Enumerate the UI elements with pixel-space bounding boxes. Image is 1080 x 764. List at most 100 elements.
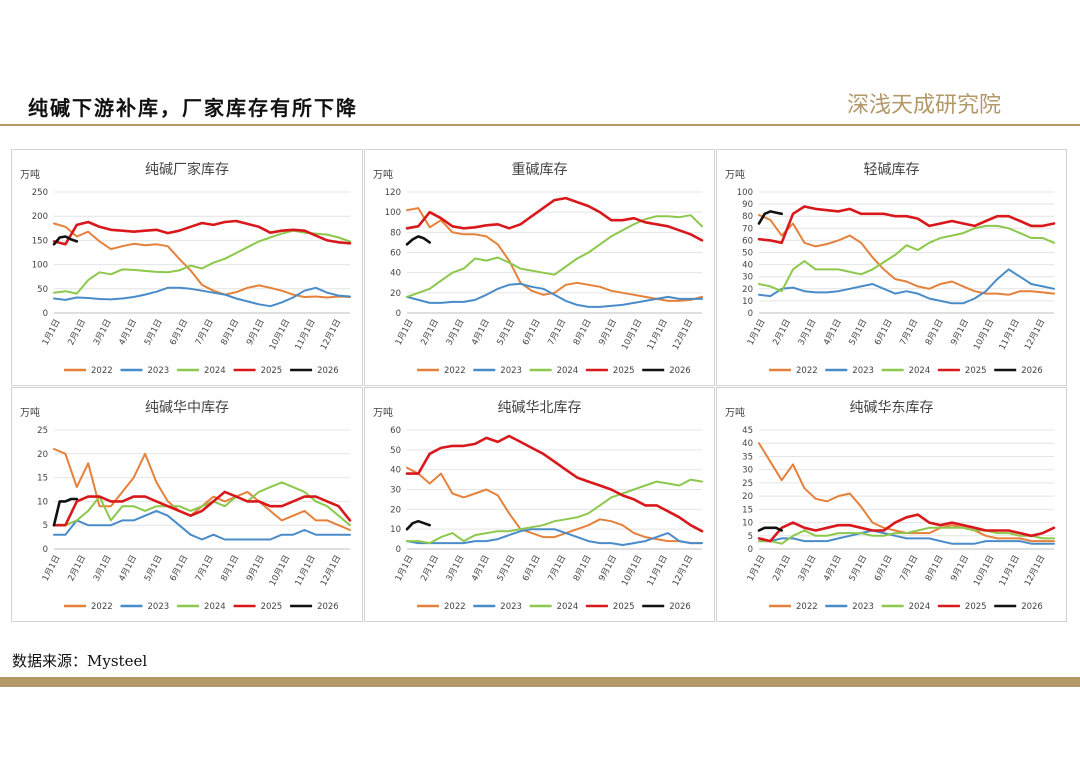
chart-title: 纯碱华东库存 xyxy=(850,400,934,416)
y-axis-unit-label: 万吨 xyxy=(20,168,40,181)
x-tick-label: 1月1日 xyxy=(746,318,768,347)
legend-label-2026: 2026 xyxy=(669,366,691,376)
x-tick-label: 2月1日 xyxy=(66,318,88,347)
series-line-2026 xyxy=(52,235,79,246)
x-tick-label: 6月1日 xyxy=(873,554,895,583)
legend-label-2026: 2026 xyxy=(669,602,691,612)
legend-label-2025: 2025 xyxy=(613,602,635,612)
y-tick-label: 40 xyxy=(742,439,753,449)
y-tick-label: 25 xyxy=(742,479,753,489)
legend-label-2026: 2026 xyxy=(317,602,339,612)
y-tick-label: 60 xyxy=(390,249,401,259)
x-tick-label: 3月1日 xyxy=(445,318,467,347)
x-tick-label: 5月1日 xyxy=(847,318,869,347)
legend-label-2024: 2024 xyxy=(909,602,931,612)
y-tick-label: 40 xyxy=(742,261,753,271)
y-tick-label: 0 xyxy=(748,309,753,319)
x-tick-label: 9月1日 xyxy=(949,554,971,583)
x-tick-label: 5月1日 xyxy=(495,554,517,583)
x-tick-label: 1月1日 xyxy=(394,554,416,583)
legend-label-2023: 2023 xyxy=(852,602,874,612)
series-line-2024 xyxy=(406,214,703,298)
y-tick-label: 20 xyxy=(742,285,753,295)
x-tick-label: 8月1日 xyxy=(572,554,594,583)
series-line-2025 xyxy=(405,196,704,242)
x-tick-label: 10月1日 xyxy=(620,318,644,352)
legend-label-2026: 2026 xyxy=(317,366,339,376)
series-line-2022 xyxy=(406,207,703,302)
x-tick-label: 7月1日 xyxy=(898,318,920,347)
x-tick-label: 7月1日 xyxy=(546,318,568,347)
series-line-2024 xyxy=(406,478,703,545)
x-tick-label: 1月1日 xyxy=(746,554,768,583)
y-tick-label: 20 xyxy=(390,289,401,299)
y-tick-label: 5 xyxy=(43,521,48,531)
legend-label-2024: 2024 xyxy=(557,602,579,612)
y-tick-label: 40 xyxy=(390,269,401,279)
chart-title: 重碱库存 xyxy=(512,162,568,178)
y-tick-label: 120 xyxy=(385,188,401,198)
chart-title: 纯碱华中库存 xyxy=(145,400,229,416)
x-tick-label: 4月1日 xyxy=(117,554,139,583)
series-line-2022 xyxy=(53,222,351,299)
x-tick-label: 11月1日 xyxy=(646,554,670,588)
y-tick-label: 10 xyxy=(390,525,401,535)
legend-label-2024: 2024 xyxy=(909,366,931,376)
y-tick-label: 0 xyxy=(43,309,48,319)
series-line-2023 xyxy=(758,529,1055,545)
x-tick-label: 2月1日 xyxy=(771,318,793,347)
y-tick-label: 80 xyxy=(390,228,401,238)
x-tick-label: 3月1日 xyxy=(445,554,467,583)
series-line-2023 xyxy=(406,528,703,546)
legend-label-2023: 2023 xyxy=(500,366,522,376)
series-line-2024 xyxy=(53,229,351,295)
x-tick-label: 7月1日 xyxy=(194,318,216,347)
chart-panel-6: 纯碱华东库存 万吨 0 5 10 15 20 25 30 35 40 45 1月1日 2月1日 3月1日 4月… xyxy=(716,387,1067,622)
x-tick-label: 9月1日 xyxy=(245,318,267,347)
y-axis-unit-label: 万吨 xyxy=(725,406,745,419)
x-tick-label: 8月1日 xyxy=(924,318,946,347)
data-source-value: Mysteel xyxy=(87,652,148,670)
y-tick-label: 60 xyxy=(390,426,401,436)
x-tick-label: 6月1日 xyxy=(873,318,895,347)
x-tick-label: 8月1日 xyxy=(924,554,946,583)
x-tick-label: 9月1日 xyxy=(597,318,619,347)
brand-logo: 深浅天成研究院 xyxy=(847,93,1001,118)
x-tick-label: 4月1日 xyxy=(470,554,492,583)
y-tick-label: 50 xyxy=(390,446,401,456)
y-axis-unit-label: 万吨 xyxy=(373,168,393,181)
legend-label-2025: 2025 xyxy=(261,366,283,376)
x-tick-label: 8月1日 xyxy=(572,318,594,347)
x-tick-label: 7月1日 xyxy=(546,554,568,583)
x-tick-label: 3月1日 xyxy=(797,554,819,583)
chart-dense-soda-inventory: 重碱库存 万吨 0 20 40 60 80 100 120 1月1日 2月1日 3月1日 4月1日 5月1… xyxy=(373,162,704,376)
legend-label-2023: 2023 xyxy=(852,366,874,376)
y-tick-label: 60 xyxy=(742,236,753,246)
page-title: 纯碱下游补库，厂家库存有所下降 xyxy=(28,96,358,120)
y-tick-label: 10 xyxy=(742,297,753,307)
y-tick-label: 0 xyxy=(396,309,401,319)
y-tick-label: 10 xyxy=(742,519,753,529)
x-tick-label: 12月1日 xyxy=(319,554,343,588)
x-tick-label: 9月1日 xyxy=(245,554,267,583)
x-tick-label: 8月1日 xyxy=(219,318,241,347)
x-tick-label: 6月1日 xyxy=(168,318,190,347)
chart-panel-1: 纯碱厂家库存 万吨 0 50 100 150 200 250 1月1日 2月1日 3月1日 4月1日 5… xyxy=(11,149,363,386)
x-tick-label: 5月1日 xyxy=(847,554,869,583)
data-source: 数据来源：Mysteel xyxy=(12,650,147,671)
legend-label-2022: 2022 xyxy=(796,366,818,376)
series-line-2026 xyxy=(52,497,79,527)
y-tick-label: 20 xyxy=(742,492,753,502)
x-tick-label: 2月1日 xyxy=(419,554,441,583)
x-tick-label: 10月1日 xyxy=(972,554,996,588)
series-line-2025 xyxy=(52,219,352,246)
series-line-2025 xyxy=(52,490,352,527)
series-line-2024 xyxy=(758,224,1055,293)
x-tick-label: 10月1日 xyxy=(972,318,996,352)
series-line-2023 xyxy=(53,286,351,308)
series-line-2022 xyxy=(53,448,351,531)
x-tick-label: 3月1日 xyxy=(92,318,114,347)
x-tick-label: 3月1日 xyxy=(92,554,114,583)
y-tick-label: 30 xyxy=(742,466,753,476)
